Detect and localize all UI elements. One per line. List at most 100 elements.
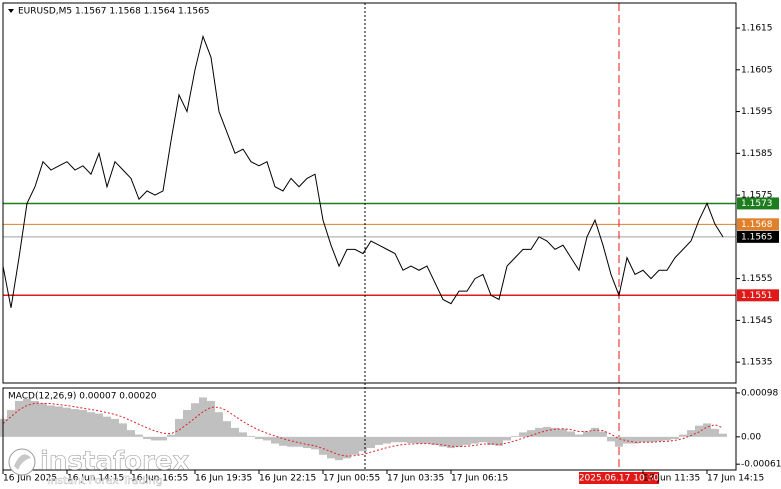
macd-bar <box>455 436 463 447</box>
macd-bar <box>175 418 183 437</box>
x-tick-label: 17 Jun 14:15 <box>707 474 764 484</box>
macd-bar <box>287 436 295 447</box>
chart-title: EURUSD,M5 1.1567 1.1568 1.1564 1.1565 <box>18 7 210 17</box>
macd-bar <box>679 434 687 437</box>
macd-bar <box>543 426 551 437</box>
macd-bar <box>671 436 679 440</box>
macd-bar <box>255 436 263 440</box>
y-tick-label: 0.00 <box>741 432 761 442</box>
macd-bar <box>383 436 391 444</box>
macd-bar <box>599 431 607 437</box>
macd-bar <box>183 409 191 437</box>
level-label: 1.1568 <box>741 220 773 230</box>
macd-bar <box>143 436 151 440</box>
macd-bar <box>343 436 351 459</box>
macd-bar <box>55 406 63 437</box>
macd-bar <box>39 403 47 437</box>
watermark: instaforex Instant Forex Trading <box>8 446 190 487</box>
macd-bar <box>375 436 383 445</box>
watermark-tagline: Instant Forex Trading <box>47 474 163 487</box>
level-label: 1.1565 <box>741 232 773 242</box>
macd-bar <box>63 407 71 437</box>
y-tick-label: 1.1615 <box>741 24 773 34</box>
macd-bar <box>119 423 127 437</box>
price-line <box>2 34 724 308</box>
macd-bar <box>247 435 255 437</box>
level-label-box <box>737 218 779 231</box>
macd-bar <box>615 436 623 447</box>
watermark-logo-mark <box>14 454 31 470</box>
x-tick-label: 16 Jun 14:15 <box>67 474 124 484</box>
macd-bar <box>567 431 575 437</box>
macd-bar <box>399 436 407 443</box>
macd-bar <box>551 427 559 437</box>
macd-bar <box>263 436 271 441</box>
macd-bar <box>647 436 655 443</box>
x-tick-label: 17 Jun 11:35 <box>643 474 700 484</box>
macd-bar <box>111 418 119 437</box>
macd-bar <box>23 398 31 437</box>
macd-bar <box>199 397 207 437</box>
macd-bar <box>159 436 167 441</box>
macd-bar <box>239 432 247 437</box>
macd-bar <box>623 436 631 444</box>
macd-bar <box>415 436 423 444</box>
x-tick-label: 16 Jun 19:35 <box>195 474 252 484</box>
macd-bar <box>135 434 143 437</box>
y-tick-label: 1.1545 <box>741 316 773 326</box>
macd-bar <box>407 436 415 444</box>
macd-bar <box>191 403 199 437</box>
macd-bar <box>527 430 535 437</box>
crosshair-label: 2025.06.17 10:30 <box>579 474 660 484</box>
macd-bar <box>303 436 311 449</box>
macd-bar <box>631 436 639 444</box>
macd-bar <box>95 413 103 437</box>
y-tick-label: 0.00098 <box>741 388 778 398</box>
macd-bar <box>223 421 231 437</box>
macd-bar <box>719 433 727 437</box>
macd-title: MACD(12,26,9) 0.00007 0.00020 <box>8 392 157 402</box>
macd-bar <box>71 409 79 437</box>
x-tick-label: 17 Jun 06:15 <box>451 474 508 484</box>
level-label: 1.1551 <box>741 291 773 301</box>
crosshair-label-box <box>579 472 659 484</box>
macd-bar <box>295 436 303 447</box>
macd-bar <box>359 436 367 452</box>
macd-bar <box>655 436 663 442</box>
level-label-box <box>737 230 779 243</box>
macd-bar <box>703 423 711 437</box>
macd-bar <box>79 409 87 437</box>
x-tick-label: 16 Jun 22:15 <box>259 474 316 484</box>
y-tick-label: 1.1605 <box>741 65 773 75</box>
macd-bar <box>327 436 335 459</box>
macd-bar <box>87 412 95 437</box>
main-panel: 1.1535 1.1545 1.1555 1.1575 1.1585 1.1595 1.16… <box>0 3 781 484</box>
x-tick-label: 16 Jun 16:55 <box>131 474 188 484</box>
macd-bar <box>479 436 487 443</box>
macd-bar <box>495 436 503 446</box>
macd-bar <box>503 436 511 441</box>
macd-bar <box>583 431 591 437</box>
y-tick-label: 1.1585 <box>741 149 773 159</box>
macd-bar <box>471 436 479 444</box>
macd-bar <box>559 428 567 437</box>
macd-bar <box>463 436 471 445</box>
x-tick-label: 17 Jun 03:35 <box>387 474 444 484</box>
macd-bar <box>439 436 447 447</box>
macd-bar <box>15 400 23 437</box>
macd-bar <box>47 405 55 437</box>
y-tick-label: 1.1575 <box>741 191 773 201</box>
macd-bar <box>319 436 327 455</box>
macd-bar <box>215 412 223 437</box>
macd-bar <box>511 435 519 437</box>
main-frame <box>2 2 737 384</box>
y-tick-label: -0.00061 <box>741 460 781 470</box>
level-label-box <box>737 289 779 302</box>
macd-bar <box>591 427 599 437</box>
macd-bar <box>127 430 135 437</box>
macd-bar <box>279 436 287 446</box>
macd-bar <box>367 436 375 449</box>
macd-bar <box>431 436 439 445</box>
macd-bar <box>207 400 215 437</box>
